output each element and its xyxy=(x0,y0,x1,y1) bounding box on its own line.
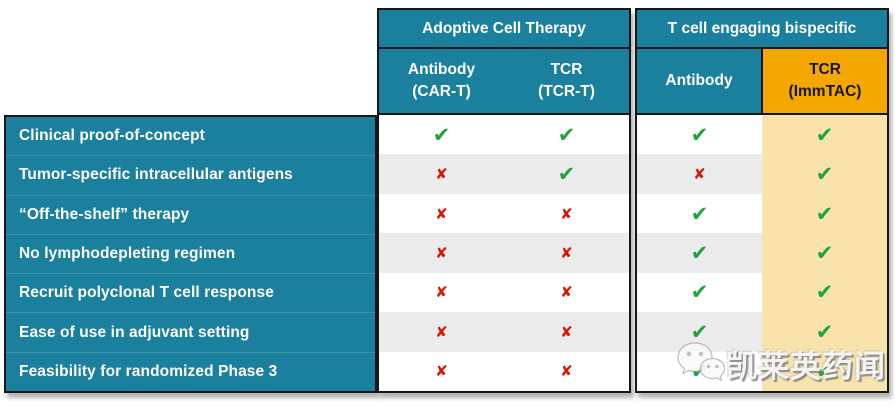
result-icon: ✘ xyxy=(435,204,448,223)
table-row: ✘ ✘ xyxy=(379,233,629,273)
table-cell-highlighted: ✔ xyxy=(762,272,887,313)
result-icon: ✔ xyxy=(815,359,834,384)
table-cell-highlighted: ✔ xyxy=(762,154,887,194)
row-label: Ease of use in adjuvant setting xyxy=(6,312,375,351)
table-cell: ✘ xyxy=(504,352,629,391)
row-label: Clinical proof-of-concept xyxy=(19,127,205,145)
column-header-line: (ImmTAC) xyxy=(788,83,862,100)
table-row: ✔ ✔ xyxy=(637,193,887,234)
table-cell-highlighted: ✔ xyxy=(762,193,887,234)
result-icon: ✘ xyxy=(435,362,448,381)
table-cell: ✘ xyxy=(504,273,629,312)
table-cell: ✘ xyxy=(504,194,629,233)
result-icon: ✘ xyxy=(435,322,448,341)
column-header-line: TCR xyxy=(809,60,841,78)
column-header-antibody: Antibody xyxy=(637,49,761,113)
table-cell: ✔ xyxy=(504,115,629,154)
table-row: ✔ ✔ xyxy=(637,312,887,352)
row-label: Feasibility for randomized Phase 3 xyxy=(6,351,375,391)
column-header-line: TCR xyxy=(550,60,583,78)
table-cell-highlighted: ✔ xyxy=(762,312,887,352)
column-header-line: Antibody xyxy=(665,71,733,89)
result-icon: ✘ xyxy=(435,243,448,262)
result-icon: ✘ xyxy=(560,362,573,381)
table-row: ✘ ✘ xyxy=(379,351,629,391)
table-cell-highlighted: ✔ xyxy=(762,115,887,155)
table-cell: ✘ xyxy=(379,312,504,351)
data-grid: ✔ ✔ ✘ ✔ ✔ ✔ ✔ ✔ ✔ ✔ ✔ ✔ ✔ ✔ xyxy=(637,115,887,391)
group-header: Adoptive Cell Therapy xyxy=(379,10,629,49)
column-header-antibody-cart: Antibody (CAR-T) xyxy=(379,49,504,113)
row-label: No lymphodepleting regimen xyxy=(6,233,375,273)
result-icon: ✘ xyxy=(560,283,573,302)
group-adoptive-cell-therapy: Adoptive Cell Therapy Antibody (CAR-T) T… xyxy=(377,8,631,393)
table-row: ✔ ✔ xyxy=(637,233,887,273)
result-icon: ✔ xyxy=(690,280,709,305)
table-cell: ✘ xyxy=(504,233,629,272)
column-header-line: (CAR-T) xyxy=(412,83,471,100)
result-icon: ✔ xyxy=(690,359,709,384)
table-cell: ✘ xyxy=(379,273,504,312)
table-row: ✔ ✔ xyxy=(637,351,887,391)
table-row: ✔ ✔ xyxy=(637,272,887,313)
result-icon: ✔ xyxy=(690,122,709,147)
result-icon: ✔ xyxy=(815,280,834,305)
table-row: ✔ ✔ xyxy=(637,115,887,155)
result-icon: ✘ xyxy=(435,283,448,302)
table-cell: ✔ xyxy=(379,115,504,154)
table-cell: ✔ xyxy=(637,194,762,233)
result-icon: ✔ xyxy=(690,319,709,344)
table-cell: ✘ xyxy=(379,233,504,272)
table-cell-highlighted: ✔ xyxy=(762,351,887,391)
result-icon: ✔ xyxy=(815,162,834,187)
column-header-line: Antibody xyxy=(407,60,476,78)
table-row: ✘ ✔ xyxy=(379,154,629,194)
column-header-line: (TCR-T) xyxy=(538,83,595,100)
table-cell: ✔ xyxy=(637,273,762,312)
table-cell-highlighted: ✔ xyxy=(762,233,887,273)
table-cell: ✔ xyxy=(637,312,762,351)
row-label: “Off-the-shelf” therapy xyxy=(6,194,375,234)
result-icon: ✔ xyxy=(690,201,709,226)
column-headers: Antibody TCR (ImmTAC) xyxy=(637,49,887,115)
result-icon: ✔ xyxy=(432,122,451,147)
column-header-tcr-immtac: TCR (ImmTAC) xyxy=(761,49,887,113)
group-t-cell-engaging-bispecific: T cell engaging bispecific Antibody TCR … xyxy=(635,8,889,393)
table-row: ✘ ✘ xyxy=(379,312,629,352)
table-cell: ✘ xyxy=(637,154,762,193)
result-icon: ✔ xyxy=(815,319,834,344)
result-icon: ✘ xyxy=(560,204,573,223)
result-icon: ✔ xyxy=(815,201,834,226)
column-header-tcr-tcrt: TCR (TCR-T) xyxy=(504,49,629,113)
table-cell: ✘ xyxy=(379,194,504,233)
table-cell: ✘ xyxy=(504,312,629,351)
result-icon: ✘ xyxy=(435,165,448,184)
column-headers: Antibody (CAR-T) TCR (TCR-T) xyxy=(379,49,629,115)
table-cell: ✘ xyxy=(379,154,504,193)
row-label: Recruit polyclonal T cell response xyxy=(6,273,375,312)
table-cell: ✔ xyxy=(637,115,762,154)
result-icon: ✘ xyxy=(693,165,706,184)
table-cell: ✔ xyxy=(504,154,629,193)
result-icon: ✔ xyxy=(690,240,709,265)
table-row: ✔ ✔ xyxy=(379,115,629,155)
row-label: Tumor-specific intracellular antigens xyxy=(6,155,375,194)
result-icon: ✘ xyxy=(560,243,573,262)
table-row: ✘ ✔ xyxy=(637,154,887,194)
table-row: ✘ ✘ xyxy=(379,193,629,234)
row-label-column: Clinical proof-of-concept Tumor-specific… xyxy=(4,115,377,393)
result-icon: ✘ xyxy=(560,322,573,341)
result-icon: ✔ xyxy=(557,162,576,187)
table-cell: ✔ xyxy=(637,352,762,391)
data-grid: ✔ ✔ ✘ ✔ ✘ ✘ ✘ ✘ ✘ ✘ ✘ ✘ ✘ ✘ xyxy=(379,115,629,391)
table-cell: ✘ xyxy=(379,352,504,391)
result-icon: ✔ xyxy=(557,122,576,147)
result-icon: ✔ xyxy=(815,240,834,265)
group-header: T cell engaging bispecific xyxy=(637,10,887,49)
table-cell: ✔ xyxy=(637,233,762,272)
result-icon: ✔ xyxy=(815,122,834,147)
table-row: ✘ ✘ xyxy=(379,272,629,313)
